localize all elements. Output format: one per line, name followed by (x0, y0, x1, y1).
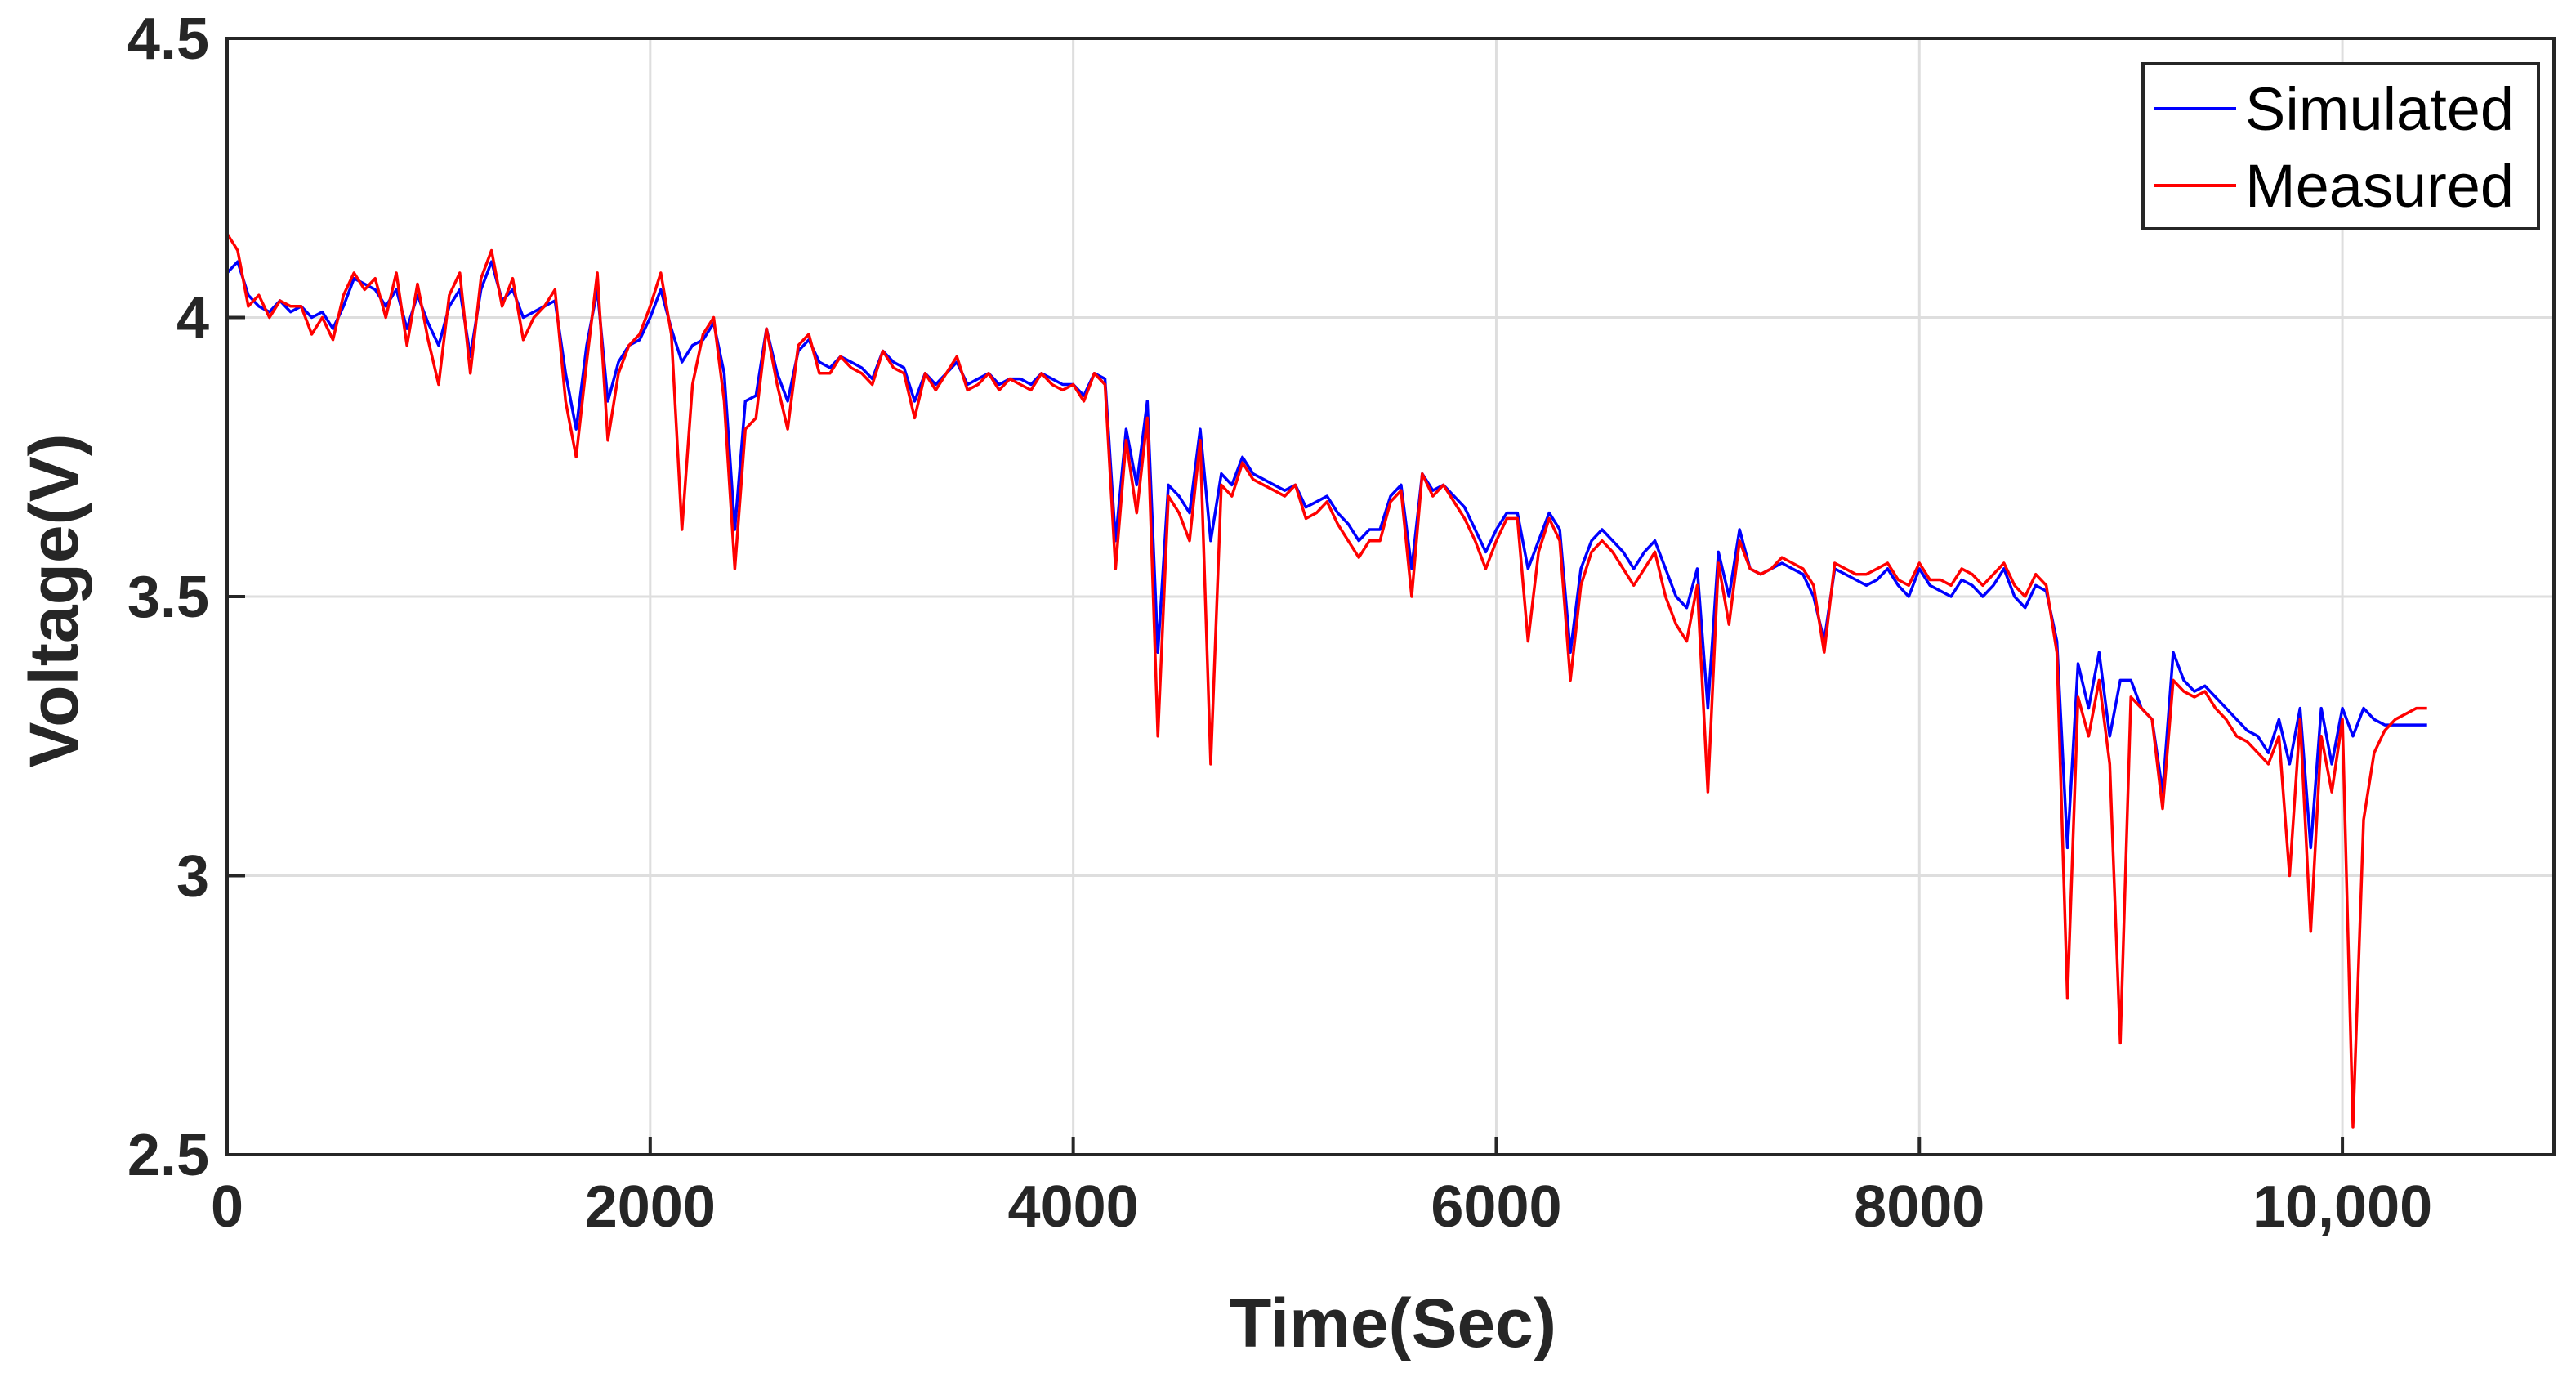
x-tick-label-1: 2000 (585, 1174, 716, 1240)
y-tick-labels: 2.5 3 3.5 4 4.5 (127, 7, 209, 1188)
series-line-measured (225, 233, 2427, 1129)
plot-series (225, 233, 2427, 1129)
y-tick-label-2: 3.5 (127, 565, 209, 630)
y-tick-label-0: 2.5 (127, 1123, 209, 1188)
x-tick-label-3: 6000 (1431, 1174, 1561, 1240)
x-tick-labels: 0 2000 4000 6000 8000 10,000 (211, 1174, 2432, 1240)
x-axis-label: Time(Sec) (1230, 1285, 1556, 1361)
legend-label-simulated: Simulated (2245, 75, 2514, 143)
legend-box (2141, 62, 2540, 230)
y-tick-label-3: 4 (176, 286, 209, 351)
x-tick-label-2: 4000 (1008, 1174, 1139, 1240)
x-tick-label-5: 10,000 (2252, 1174, 2432, 1240)
axes (225, 37, 2556, 1156)
x-tick-label-0: 0 (211, 1174, 243, 1240)
y-tick-label-1: 3 (176, 844, 209, 910)
y-tick-label-4: 4.5 (127, 7, 209, 72)
y-axis-label: Voltage(V) (16, 433, 92, 767)
legend: Simulated Measured (2141, 62, 2540, 230)
grid (227, 38, 2554, 1155)
legend-label-measured: Measured (2245, 152, 2514, 220)
x-tick-label-4: 8000 (1854, 1174, 1984, 1240)
